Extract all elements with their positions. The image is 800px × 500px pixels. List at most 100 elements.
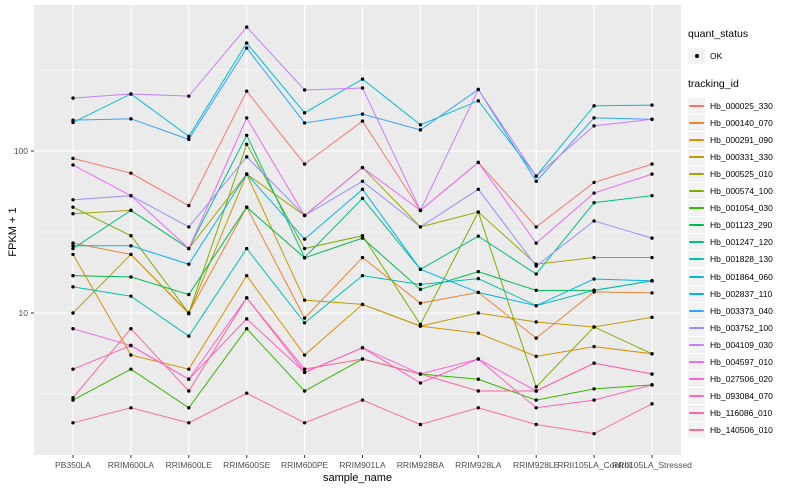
data-point: [534, 241, 538, 245]
legend-key-box: [688, 405, 705, 422]
legend-item-ok: OK: [688, 47, 800, 64]
legend-item-label: Hb_000140_070: [710, 117, 773, 128]
data-point: [360, 77, 365, 81]
data-point: [534, 336, 538, 340]
data-point: [418, 301, 423, 305]
x-tick-label: RRIM600LE: [166, 460, 213, 470]
data-point: [360, 234, 365, 238]
data-point: [71, 311, 75, 315]
data-point: [360, 398, 365, 402]
legend-item: Hb_001123_290: [688, 217, 800, 234]
data-point: [360, 112, 365, 116]
data-point: [360, 302, 365, 307]
x-tick-label: RRIM928BA: [397, 460, 445, 470]
legend-key-box: [688, 354, 705, 371]
legend-line-swatch: [689, 326, 704, 329]
data-point: [245, 326, 249, 331]
data-point: [71, 212, 75, 216]
data-point: [360, 119, 365, 123]
data-point: [187, 225, 191, 229]
legend-line-swatch: [689, 412, 704, 415]
data-point: [476, 389, 480, 393]
legend-key-box: [688, 268, 705, 285]
data-point: [245, 41, 249, 45]
data-point: [650, 103, 654, 107]
legend-key-box: [688, 97, 705, 114]
data-point: [534, 389, 538, 393]
data-point: [592, 124, 596, 128]
data-point: [418, 372, 423, 376]
data-point: [592, 431, 596, 436]
data-point: [650, 279, 654, 283]
data-point: [129, 117, 133, 121]
legend-item-label: Hb_000291_090: [710, 134, 773, 145]
data-point: [360, 196, 365, 201]
legend-line-swatch: [689, 395, 704, 398]
data-point: [650, 193, 654, 198]
x-tick-label: RRII105LA_Stressed: [612, 460, 692, 470]
data-point: [418, 322, 423, 327]
data-point: [187, 203, 191, 208]
data-point: [592, 361, 596, 365]
legend-item: Hb_116086_010: [688, 405, 800, 422]
legend-line-swatch: [689, 258, 704, 261]
data-point: [476, 406, 480, 410]
data-point: [302, 389, 307, 393]
data-point: [592, 219, 596, 223]
legend-item: Hb_027506_020: [688, 371, 800, 388]
legend-key-box: [688, 217, 705, 234]
data-point: [71, 198, 75, 202]
data-point: [418, 128, 423, 132]
legend-title-quant-status: quant_status: [688, 28, 749, 40]
legend-item-label: Hb_002837_110: [710, 288, 773, 299]
legend-line-swatch: [689, 241, 704, 244]
data-point: [418, 282, 423, 287]
legend-section-quant-status: quant_status OK: [688, 28, 800, 64]
data-point: [187, 377, 191, 381]
data-point: [187, 367, 191, 371]
data-point: [129, 326, 133, 331]
legend-line-swatch: [689, 207, 704, 210]
data-point: [302, 316, 307, 320]
data-point: [302, 213, 307, 218]
data-point: [476, 87, 480, 92]
legend-item-label: Hb_001828_130: [710, 254, 773, 265]
legend-entries: Hb_000025_330 Hb_000140_070 Hb_000291_090 H…: [688, 97, 800, 439]
legend-item-label: Hb_001247_120: [710, 237, 773, 248]
legend-section-tracking-id: tracking_id Hb_000025_330 Hb_000140_070 Hb…: [688, 78, 800, 439]
legend-line-swatch: [689, 138, 704, 141]
data-point: [245, 46, 249, 50]
data-point: [302, 246, 307, 251]
legend-item: Hb_000291_090: [688, 131, 800, 148]
legend-item: Hb_003373_040: [688, 302, 800, 319]
data-point: [534, 320, 538, 324]
legend-item: Hb_001864_060: [688, 268, 800, 285]
data-point: [534, 303, 538, 308]
data-point: [476, 269, 480, 274]
x-tick-label: RRIM928LE: [513, 460, 560, 470]
data-point: [650, 291, 654, 295]
legend-item: Hb_000331_330: [688, 148, 800, 165]
data-point: [129, 193, 133, 198]
legend-key-box: [688, 234, 705, 251]
legend-item-label: Hb_027506_020: [710, 374, 773, 385]
data-point: [534, 406, 538, 410]
data-point: [476, 377, 480, 381]
legend-line-swatch: [689, 190, 704, 193]
data-point: [187, 421, 191, 425]
data-point: [129, 353, 133, 357]
data-point: [534, 398, 538, 402]
data-point: [534, 225, 538, 229]
data-point: [129, 343, 133, 348]
data-point: [71, 285, 75, 289]
legend-key-box: [688, 183, 705, 200]
data-point: [592, 255, 596, 260]
legend-key-box: [688, 148, 705, 165]
x-tick-label: RRIM600LA: [108, 460, 155, 470]
data-point: [476, 331, 480, 335]
x-tick-label: PB350LA: [55, 460, 91, 470]
legend-item: Hb_001247_120: [688, 234, 800, 251]
legend-key-box: [688, 200, 705, 217]
data-point: [302, 88, 307, 92]
